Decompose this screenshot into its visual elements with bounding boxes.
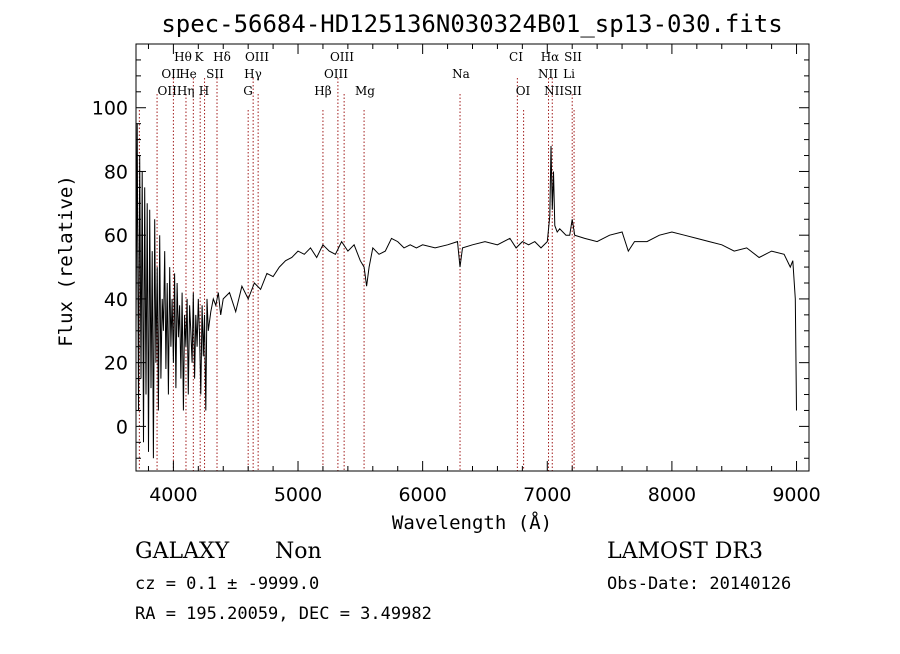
emission-line-label: H <box>199 84 209 98</box>
plot-frame <box>135 43 810 472</box>
x-tick-label: 5000 <box>274 484 322 506</box>
emission-lines <box>138 78 575 471</box>
y-tick-label: 80 <box>104 161 128 183</box>
emission-line-label: Na <box>452 67 470 81</box>
emission-line-label: Hβ <box>314 84 331 98</box>
emission-line-label: Mg <box>355 84 375 98</box>
chart-title: spec-56684-HD125136N030324B01_sp13-030.f… <box>161 10 782 38</box>
emission-line-label: K <box>195 50 205 64</box>
y-tick-label: 60 <box>104 225 128 247</box>
redshift-readout: cz = 0.1 ± -9999.0 <box>135 574 319 594</box>
emission-line-label: SII <box>206 67 224 81</box>
x-tick-label: 4000 <box>149 484 197 506</box>
emission-line-label: Hδ <box>213 50 231 64</box>
x-tick-label: 9000 <box>772 484 820 506</box>
y-tick-label: 20 <box>104 353 128 375</box>
emission-line-label: OII <box>161 67 181 81</box>
y-axis-label: Flux (relative) <box>55 175 77 347</box>
y-tick-label: 0 <box>116 416 128 438</box>
y-tick-label: 40 <box>104 289 128 311</box>
emission-line-label: OIII <box>330 50 354 64</box>
y-tick-label: 100 <box>92 98 128 120</box>
object-subclass: Non <box>275 539 322 564</box>
emission-line-label: OI <box>516 84 531 98</box>
x-axis-label: Wavelength (Å) <box>392 511 552 534</box>
spectrum-line <box>135 123 797 459</box>
survey-name: LAMOST DR3 <box>607 539 763 564</box>
emission-line-label: He <box>179 67 197 81</box>
x-tick-label: 6000 <box>398 484 446 506</box>
emission-line-label: Hγ <box>244 67 262 81</box>
emission-line-label: CI <box>509 50 523 64</box>
object-class: GALAXY <box>135 539 230 564</box>
emission-line-label: SII <box>564 50 582 64</box>
emission-line-label: Li <box>563 67 575 81</box>
coordinates-readout: RA = 195.20059, DEC = 3.49982 <box>135 604 432 624</box>
emission-line-label: G <box>243 84 253 98</box>
axis-ticks: 4000 5000 6000 7000 8000 9000 0 20 40 60 80 100 <box>92 44 821 506</box>
x-tick-label: 7000 <box>523 484 571 506</box>
emission-line-label: NII <box>538 67 558 81</box>
emission-line-label: OIIHη <box>158 84 195 98</box>
emission-line-label: OIII <box>245 50 269 64</box>
emission-line-label: OIII <box>324 67 348 81</box>
emission-line-label: Hθ <box>174 50 192 64</box>
emission-line-label: Hα <box>541 50 560 64</box>
x-tick-label: 8000 <box>648 484 696 506</box>
emission-line-label: NIISII <box>544 84 582 98</box>
obs-date: Obs-Date: 20140126 <box>607 574 791 594</box>
